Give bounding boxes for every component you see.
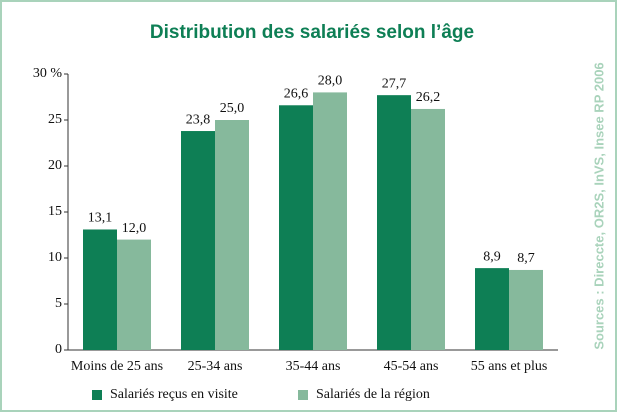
bar	[475, 268, 509, 350]
bar	[313, 92, 347, 351]
value-label: 26,2	[416, 90, 441, 105]
y-tick-label: 15	[48, 204, 62, 219]
x-tick-label: Moins de 25 ans	[71, 359, 163, 374]
x-tick-label: 55 ans et plus	[471, 359, 548, 374]
bar	[411, 108, 445, 351]
bar	[83, 229, 117, 350]
value-label: 23,8	[186, 112, 211, 127]
bar	[509, 269, 543, 350]
value-label: 8,7	[517, 251, 535, 266]
value-label: 28,0	[318, 74, 343, 89]
bar	[377, 95, 411, 350]
bar	[181, 131, 215, 350]
y-tick-label: 20	[48, 158, 62, 173]
y-tick-label: 5	[55, 296, 62, 311]
y-tick-label: 25	[48, 112, 62, 127]
value-label: 26,6	[284, 86, 309, 101]
legend-swatch	[298, 390, 308, 400]
value-label: 12,0	[122, 221, 147, 236]
legend-label: Salariés reçus en visite	[110, 387, 238, 402]
bar	[117, 239, 151, 350]
legend-swatch	[92, 390, 102, 400]
value-label: 25,0	[220, 101, 245, 116]
bar	[279, 105, 313, 350]
value-label: 8,9	[483, 249, 501, 264]
y-tick-label: 30 %	[33, 66, 63, 81]
y-tick-label: 0	[55, 342, 62, 357]
x-tick-label: 45-54 ans	[384, 359, 439, 374]
source: Sources : Direccte, OR2S, InVS, Insee RP…	[591, 62, 606, 349]
value-label: 27,7	[382, 76, 407, 91]
x-tick-label: 35-44 ans	[286, 359, 341, 374]
value-label: 13,1	[88, 211, 113, 226]
chart-title: Distribution des salariés selon l’âge	[150, 22, 474, 43]
y-tick-label: 10	[48, 250, 62, 265]
x-tick-label: 25-34 ans	[188, 359, 243, 374]
legend-label: Salariés de la région	[316, 387, 430, 402]
bar	[215, 120, 249, 350]
